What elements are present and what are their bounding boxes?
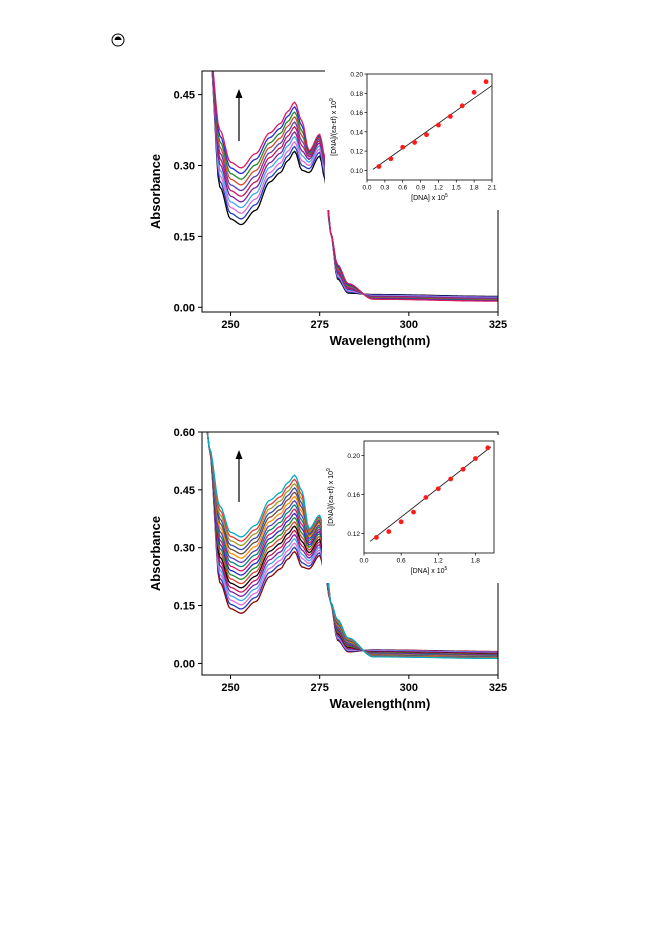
inset-data-point: [447, 114, 453, 119]
inset-y-tick-label: 0.16: [347, 492, 360, 499]
inset-data-point: [483, 79, 489, 85]
x-tick-label: 325: [489, 319, 507, 331]
trend-arrow-head: [235, 450, 243, 459]
y-tick-label: 0.60: [174, 427, 195, 439]
x-tick-label: 275: [311, 682, 329, 694]
y-tick-label: 0.45: [174, 90, 195, 102]
y-tick-label: 0.00: [174, 302, 195, 314]
inset-data-point: [411, 509, 416, 515]
inset-x-tick-label: 1.8: [470, 185, 479, 192]
inset-data-point: [398, 519, 404, 525]
x-tick-label: 250: [221, 682, 239, 694]
y-axis-title: Absorbance: [148, 516, 163, 591]
trend-arrow-head: [235, 89, 243, 98]
inset-y-tick-label: 0.10: [350, 168, 363, 175]
inset-x-title-sup: 5: [445, 193, 448, 199]
inset-data-point: [485, 445, 491, 451]
inset-data-point: [471, 89, 477, 95]
x-tick-label: 300: [400, 682, 418, 694]
absorbance-chart-2: 250 275 300 325 0.00 0.15 0.30 0.45 0.60 Waveleng…: [148, 427, 507, 711]
inset-x-tick-label: 2.1: [487, 185, 496, 192]
inset-x-tick-label: 1.8: [471, 558, 480, 565]
inset-y-tick-label: 0.16: [350, 110, 363, 117]
inset-data-point: [473, 456, 478, 461]
spectrum-line-19: [206, 432, 498, 660]
inset-data-point: [388, 156, 394, 162]
inset-x-tick-label: 0.6: [397, 558, 406, 565]
inset-x-tick-label: 1.5: [452, 185, 461, 192]
inset-y-tick-label: 0.14: [350, 129, 363, 136]
inset-y-title-sup: 9: [329, 98, 335, 101]
inset-x-title: [DNA] x 105: [411, 566, 448, 575]
inset-frame: [366, 73, 493, 181]
inset-fit-line: [372, 85, 493, 170]
inset-x-title-sup: 5: [445, 566, 448, 572]
x-tick-label: 275: [311, 319, 329, 331]
inset-y-title: [DNA]/(εa-εf) x 109: [329, 98, 338, 156]
spectrum-line-11: [212, 71, 498, 302]
inset-fit-line: [369, 446, 492, 542]
inset-data-point: [435, 486, 441, 492]
inset-y-tick-label: 0.20: [350, 72, 363, 79]
inset-y-tick-label: 0.18: [350, 91, 363, 98]
y-tick-label: 0.30: [174, 161, 195, 173]
inset-x-tick-label: 0.0: [362, 185, 371, 192]
inset-data-point: [448, 476, 454, 482]
inset-x-title: [DNA] x 105: [411, 193, 448, 202]
inset-frame: [363, 440, 495, 554]
y-tick-label: 0.00: [174, 658, 195, 670]
inset-data-point: [386, 529, 392, 534]
inset-x-tick-label: 1.2: [434, 558, 443, 565]
inset-y-tick-label: 0.12: [347, 531, 360, 538]
x-tick-label: 300: [400, 319, 418, 331]
inset-data-point: [423, 495, 429, 500]
x-tick-label: 325: [489, 682, 507, 694]
inset-data-point: [424, 132, 429, 138]
inset-y-tick-label: 0.12: [350, 149, 363, 156]
x-axis-title: Wavelength(nm): [330, 696, 431, 711]
inset-data-point: [436, 122, 441, 128]
inset-data-point: [376, 164, 382, 169]
inset-x-tick-label: 1.2: [434, 185, 443, 192]
inset-data-point: [373, 535, 379, 540]
inset-y-title: [DNA]/(εa-εf) x 109: [326, 468, 335, 526]
x-tick-label: 250: [221, 319, 239, 331]
inset-y-tick-label: 0.20: [347, 453, 360, 460]
y-tick-label: 0.15: [174, 231, 195, 243]
inset-data-point: [412, 140, 418, 145]
inset-data-point: [400, 144, 406, 150]
inset-x-tick-label: 0.3: [380, 185, 389, 192]
x-axis-title: Wavelength(nm): [330, 333, 431, 348]
inset-y-title-sup: 9: [326, 468, 332, 471]
radio-dot-icon: [111, 33, 125, 47]
inset-data-point: [460, 466, 466, 472]
y-tick-label: 0.15: [174, 601, 195, 613]
inset-x-tick-label: 0.6: [398, 185, 407, 192]
y-axis-title: Absorbance: [148, 154, 163, 229]
inset-x-tick-label: 0.9: [416, 185, 425, 192]
inset-x-tick-label: 0.0: [359, 558, 368, 565]
inset-data-point: [459, 103, 465, 109]
y-tick-label: 0.30: [174, 543, 195, 555]
y-tick-label: 0.45: [174, 485, 195, 497]
absorbance-chart-1: 250 275 300 325 0.00 0.15 0.30 0.45 Wavelength(n…: [148, 68, 507, 348]
